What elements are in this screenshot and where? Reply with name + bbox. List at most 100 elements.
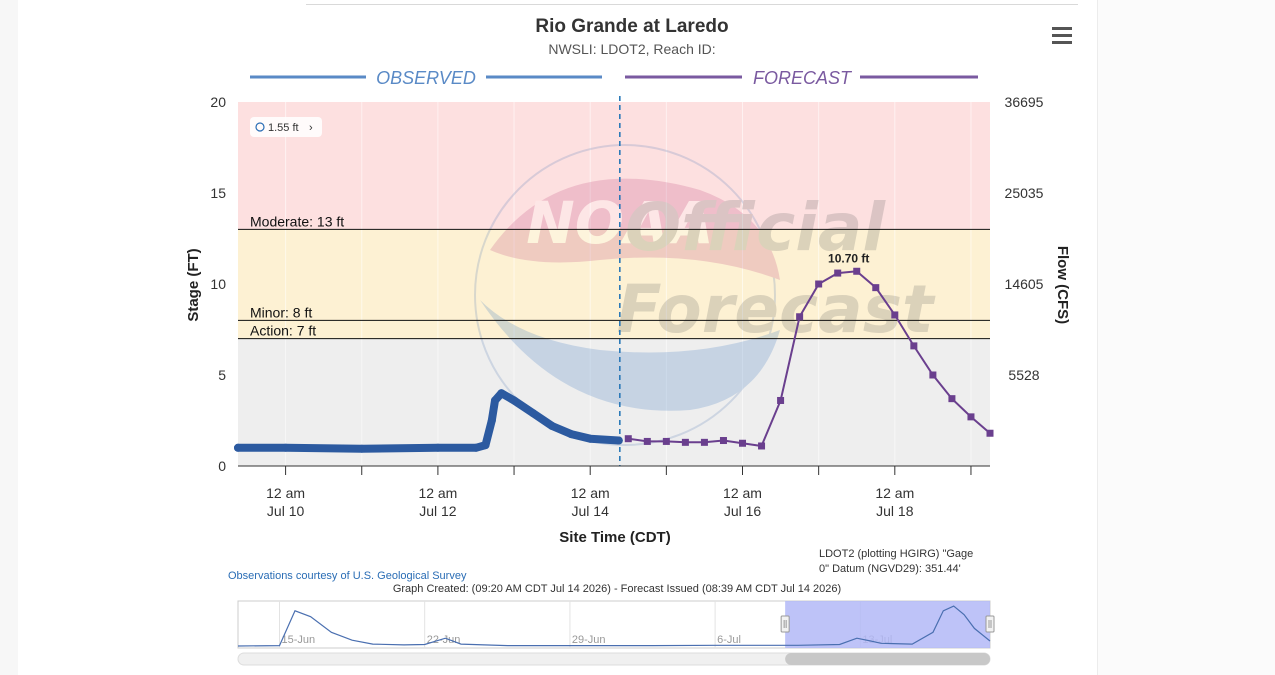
x-axis-title: Site Time (CDT)	[559, 529, 670, 546]
navigator-series-line	[237, 605, 991, 647]
flood-category-bands	[238, 102, 990, 466]
peak-label: 10.70 ft	[828, 251, 869, 265]
usgs-credit[interactable]: Observations courtesy of U.S. Geological…	[228, 570, 467, 582]
y-tick-label: 0	[218, 458, 226, 474]
y2-tick-label: 14605	[1005, 276, 1044, 292]
forecast-point[interactable]	[872, 284, 880, 292]
observed-point	[529, 409, 538, 418]
gridlines	[285, 102, 972, 466]
navigator-handle-right[interactable]	[985, 615, 995, 633]
hamburger-menu-icon[interactable]	[1048, 24, 1076, 48]
top-rule	[306, 4, 1078, 5]
band-major	[238, 102, 990, 193]
y-tick-label: 20	[210, 94, 226, 110]
band-moderate	[238, 193, 990, 230]
observed-point	[548, 421, 557, 430]
y-tick-label: 10	[210, 276, 226, 292]
x-tick-label-time: 12 am	[571, 485, 610, 501]
navigator-selected-range[interactable]	[785, 601, 990, 648]
forecast-point[interactable]	[777, 396, 785, 404]
band-action	[238, 320, 990, 339]
forecast-point[interactable]	[758, 442, 766, 450]
y-tick-label: 15	[210, 185, 226, 201]
forecast-point[interactable]	[967, 413, 975, 421]
observed-point	[481, 441, 490, 450]
forecast-point[interactable]	[719, 437, 727, 445]
navigator-handle-left[interactable]	[780, 615, 790, 633]
threshold-label: Action: 7 ft	[250, 323, 316, 339]
threshold-lines: Moderate: 13 ft Minor: 8 ft Action: 7 ft	[238, 213, 990, 340]
forecast-point[interactable]	[948, 395, 956, 403]
forecast-point[interactable]	[986, 429, 994, 437]
navigator-scrollbar-thumb[interactable]	[785, 653, 990, 665]
watermark-official-text: Official	[625, 189, 886, 266]
axes: 0 5 10 15 20 5528 14605 25035 36695 12 am Jul 10 12…	[210, 94, 1043, 519]
threshold-label: Moderate: 13 ft	[250, 213, 344, 229]
threshold-label: Minor: 8 ft	[250, 304, 312, 320]
series-layer: 10.70 ft	[234, 96, 994, 466]
observed-point	[491, 396, 500, 405]
observed-point	[433, 443, 442, 452]
x-tick-label-time: 12 am	[266, 485, 305, 501]
flood-badge-value: 1.55 ft	[268, 122, 299, 134]
right-margin	[1097, 0, 1275, 675]
navigator-date-label: 15-Jun	[281, 634, 315, 646]
forecast-point[interactable]	[739, 439, 747, 447]
navigator-date-label: 6-Jul	[717, 634, 741, 646]
x-tick-label-date: Jul 16	[724, 503, 762, 519]
forecast-point[interactable]	[643, 437, 651, 445]
observed-point	[487, 416, 496, 425]
x-tick-label-time: 12 am	[723, 485, 762, 501]
band-minor	[238, 229, 990, 321]
forecast-point[interactable]	[681, 438, 689, 446]
watermark-forecast-text: Forecast	[616, 271, 936, 348]
forecast-point[interactable]	[929, 371, 937, 379]
observed-point	[471, 443, 480, 452]
observed-point	[567, 430, 576, 439]
y2-tick-label: 25035	[1005, 185, 1044, 201]
y2-axis-title: Flow (CFS)	[1054, 246, 1071, 324]
forecast-point[interactable]	[834, 269, 842, 277]
observed-point	[614, 436, 623, 445]
observed-point	[497, 389, 506, 398]
navigator-date-label: 29-Jun	[572, 634, 606, 646]
datum-note-line2: 0" Datum (NGVD29): 351.44'	[819, 563, 961, 575]
y2-tick-label: 36695	[1005, 94, 1044, 110]
navigator-date-label: 22-Jun	[427, 634, 461, 646]
x-tick-label-date: Jul 12	[419, 503, 457, 519]
left-margin	[0, 0, 18, 675]
chart-title: Rio Grande at Laredo	[535, 16, 728, 37]
watermark-seal-ring	[474, 144, 776, 446]
x-tick-label-time: 12 am	[418, 485, 457, 501]
y-tick-label: 5	[218, 367, 226, 383]
chart-subtitle: NWSLI: LDOT2, Reach ID:	[548, 41, 715, 57]
observed-point	[357, 444, 366, 453]
forecast-point[interactable]	[700, 438, 708, 446]
watermark-seal-bottom	[480, 300, 780, 411]
y-axis-title: Stage (FT)	[185, 248, 202, 321]
forecast-point[interactable]	[910, 342, 918, 350]
chevron-right-icon: ›	[309, 122, 313, 134]
x-tick-label-date: Jul 14	[572, 503, 610, 519]
forecast-point[interactable]	[796, 313, 804, 321]
datum-note-line1: LDOT2 (plotting HGIRG) "Gage	[819, 548, 973, 560]
forecast-point[interactable]	[662, 437, 670, 445]
x-tick-label-date: Jul 10	[267, 503, 305, 519]
forecast-point[interactable]	[624, 435, 632, 443]
observed-label: OBSERVED	[376, 68, 476, 88]
forecast-point[interactable]	[853, 267, 861, 275]
observed-point	[510, 396, 519, 405]
x-tick-label-time: 12 am	[875, 485, 914, 501]
y2-tick-label: 5528	[1008, 367, 1039, 383]
forecast-point[interactable]	[815, 280, 823, 288]
observed-point	[234, 443, 242, 452]
observed-point	[281, 443, 290, 452]
flood-badge[interactable]: 1.55 ft ›	[250, 117, 322, 137]
x-tick-label-date: Jul 18	[876, 503, 914, 519]
right-divider	[1097, 0, 1098, 675]
forecast-point[interactable]	[891, 311, 899, 319]
forecast-label: FORECAST	[753, 68, 853, 88]
gauge-icon	[255, 122, 265, 132]
